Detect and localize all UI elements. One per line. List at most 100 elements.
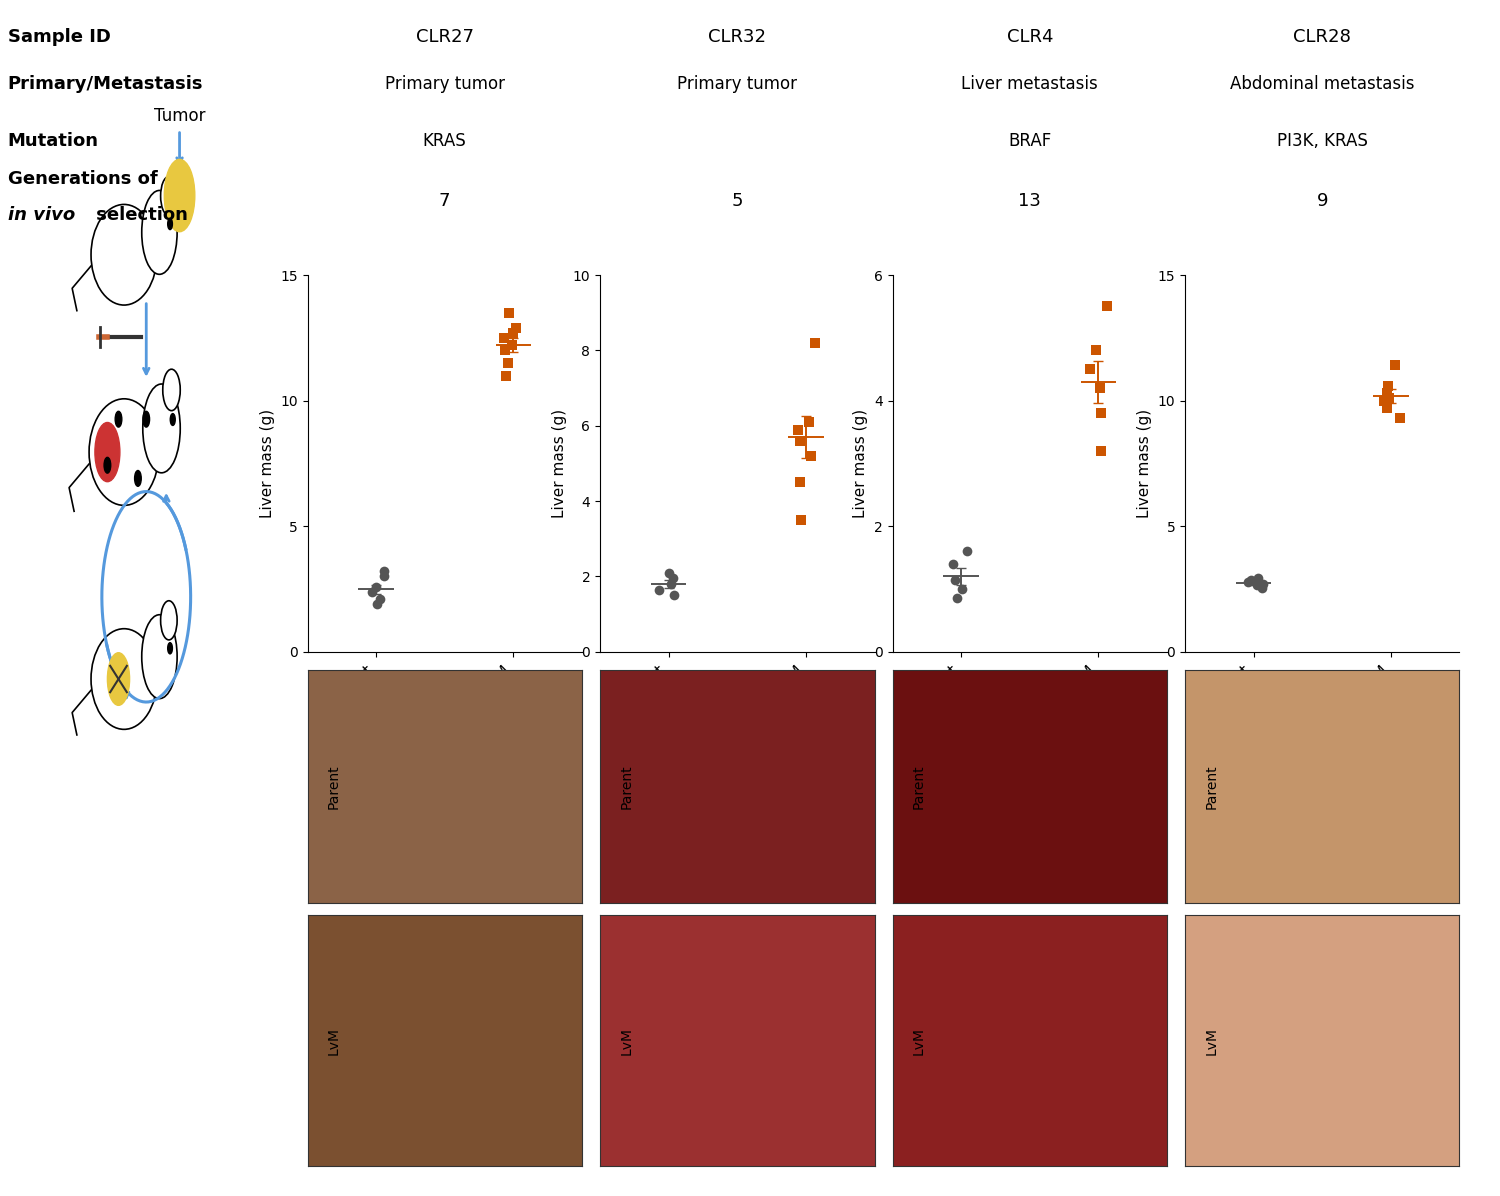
Circle shape bbox=[168, 642, 172, 654]
Point bbox=[1383, 356, 1407, 376]
Point bbox=[496, 303, 520, 322]
Circle shape bbox=[160, 600, 177, 640]
Y-axis label: Liver mass (g): Liver mass (g) bbox=[260, 409, 274, 518]
Circle shape bbox=[142, 384, 180, 472]
Circle shape bbox=[141, 615, 177, 698]
Point bbox=[368, 590, 392, 609]
Point bbox=[1089, 441, 1113, 460]
Point bbox=[501, 323, 525, 342]
Point bbox=[364, 594, 388, 614]
Point bbox=[500, 336, 523, 355]
Point bbox=[657, 563, 681, 582]
Point bbox=[648, 580, 672, 599]
Circle shape bbox=[164, 370, 180, 410]
Point bbox=[950, 579, 974, 598]
Text: Parent: Parent bbox=[620, 764, 633, 808]
Point bbox=[372, 567, 396, 586]
Point bbox=[504, 318, 528, 337]
Point bbox=[954, 542, 978, 561]
Text: in vivo: in vivo bbox=[8, 206, 75, 225]
Point bbox=[495, 353, 519, 372]
Text: Primary tumor: Primary tumor bbox=[384, 74, 504, 93]
Point bbox=[1376, 398, 1400, 417]
Ellipse shape bbox=[92, 629, 158, 730]
Text: Sample ID: Sample ID bbox=[8, 28, 111, 47]
Point bbox=[1089, 404, 1113, 423]
Point bbox=[940, 555, 964, 574]
Text: Primary/Metastasis: Primary/Metastasis bbox=[8, 74, 202, 93]
Y-axis label: Liver mass (g): Liver mass (g) bbox=[552, 409, 567, 518]
Point bbox=[944, 570, 968, 590]
Point bbox=[789, 511, 813, 530]
Point bbox=[494, 366, 517, 385]
Circle shape bbox=[108, 653, 129, 706]
Text: 5: 5 bbox=[732, 191, 742, 210]
Y-axis label: Liver mass (g): Liver mass (g) bbox=[853, 409, 868, 518]
Circle shape bbox=[141, 190, 177, 274]
Text: Parent: Parent bbox=[912, 764, 926, 808]
Text: PI3K, KRAS: PI3K, KRAS bbox=[1276, 132, 1368, 151]
Point bbox=[788, 472, 812, 492]
Point bbox=[788, 432, 812, 451]
Point bbox=[494, 341, 517, 360]
Text: selection: selection bbox=[90, 206, 188, 225]
Text: CLR28: CLR28 bbox=[1293, 28, 1352, 47]
Point bbox=[1377, 376, 1401, 395]
Point bbox=[1246, 568, 1270, 587]
Text: Mutation: Mutation bbox=[8, 132, 99, 151]
Circle shape bbox=[165, 159, 195, 232]
Text: 13: 13 bbox=[1019, 191, 1041, 210]
Text: CLR27: CLR27 bbox=[416, 28, 474, 47]
Text: LvM: LvM bbox=[620, 1026, 633, 1055]
Circle shape bbox=[104, 457, 111, 474]
Circle shape bbox=[160, 177, 177, 215]
Circle shape bbox=[94, 422, 120, 482]
Text: BRAF: BRAF bbox=[1008, 132, 1052, 151]
Point bbox=[1377, 389, 1401, 408]
Circle shape bbox=[168, 219, 172, 230]
Y-axis label: Liver mass (g): Liver mass (g) bbox=[1137, 409, 1152, 518]
Text: Tumor: Tumor bbox=[154, 106, 206, 124]
Text: CLR32: CLR32 bbox=[708, 28, 766, 47]
Text: 7: 7 bbox=[440, 191, 450, 210]
Point bbox=[1389, 409, 1413, 428]
Text: LvM: LvM bbox=[912, 1026, 926, 1055]
Circle shape bbox=[135, 470, 141, 487]
Point bbox=[945, 588, 969, 608]
Point bbox=[372, 562, 396, 581]
Circle shape bbox=[171, 414, 176, 426]
Point bbox=[1095, 297, 1119, 316]
Text: KRAS: KRAS bbox=[423, 132, 466, 151]
Point bbox=[1251, 578, 1275, 597]
Point bbox=[1251, 574, 1275, 593]
Ellipse shape bbox=[92, 205, 158, 305]
Point bbox=[1376, 384, 1400, 403]
Circle shape bbox=[116, 411, 122, 427]
Point bbox=[1372, 391, 1396, 410]
Point bbox=[662, 569, 686, 588]
Text: Primary tumor: Primary tumor bbox=[678, 74, 798, 93]
Ellipse shape bbox=[88, 398, 159, 506]
Point bbox=[662, 586, 686, 605]
Text: Liver metastasis: Liver metastasis bbox=[962, 74, 1098, 93]
Point bbox=[798, 413, 822, 432]
Point bbox=[1077, 360, 1101, 379]
Text: Abdominal metastasis: Abdominal metastasis bbox=[1230, 74, 1414, 93]
Text: LvM: LvM bbox=[1204, 1026, 1218, 1055]
Point bbox=[786, 420, 810, 439]
Point bbox=[802, 334, 826, 353]
Point bbox=[1245, 575, 1269, 594]
Point bbox=[1088, 378, 1112, 397]
Point bbox=[1239, 570, 1263, 590]
Text: Parent: Parent bbox=[327, 764, 340, 808]
Text: Parent: Parent bbox=[1204, 764, 1218, 808]
Text: 9: 9 bbox=[1317, 191, 1328, 210]
Point bbox=[360, 582, 384, 602]
Point bbox=[1083, 341, 1107, 360]
Point bbox=[364, 576, 388, 596]
Text: CLR4: CLR4 bbox=[1007, 28, 1053, 47]
Text: Generations of: Generations of bbox=[8, 170, 158, 189]
Point bbox=[800, 446, 824, 465]
Point bbox=[1236, 573, 1260, 592]
Point bbox=[492, 328, 516, 347]
